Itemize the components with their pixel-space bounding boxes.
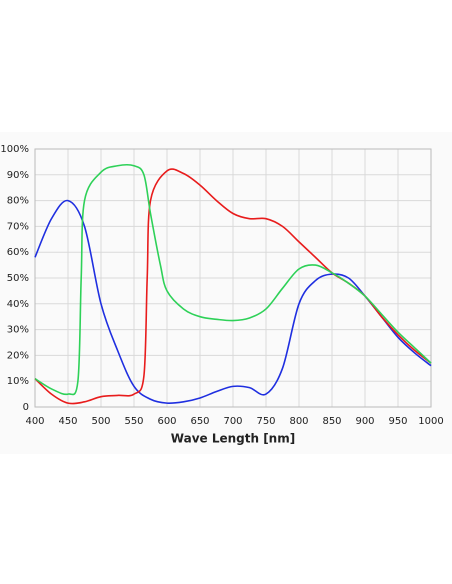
x-tick-label: 750 bbox=[256, 416, 275, 427]
y-tick-label: 60% bbox=[7, 247, 29, 258]
y-tick-label: 50% bbox=[7, 273, 29, 284]
x-tick-label: 900 bbox=[355, 416, 374, 427]
series-line bbox=[34, 164, 432, 396]
plot-border bbox=[34, 148, 432, 408]
y-tick-label: 30% bbox=[7, 325, 29, 336]
y-tick-label: 100% bbox=[0, 144, 29, 155]
x-tick-label: 950 bbox=[388, 416, 407, 427]
y-tick-label: 80% bbox=[7, 196, 29, 207]
y-tick-label: 90% bbox=[7, 170, 29, 181]
x-tick-label: 850 bbox=[322, 416, 341, 427]
y-tick-label: 10% bbox=[7, 376, 29, 387]
y-tick-label: 70% bbox=[7, 221, 29, 232]
x-tick-label: 400 bbox=[25, 416, 44, 427]
x-tick-label: 500 bbox=[91, 416, 110, 427]
x-tick-label: 700 bbox=[223, 416, 242, 427]
chart-background bbox=[0, 132, 452, 454]
x-tick-label: 1000 bbox=[418, 416, 443, 427]
x-axis-label: Wave Length [nm] bbox=[171, 432, 295, 446]
x-tick-label: 650 bbox=[190, 416, 209, 427]
y-tick-label: 20% bbox=[7, 350, 29, 361]
x-tick-label: 600 bbox=[157, 416, 176, 427]
y-tick-label: 0 bbox=[23, 402, 29, 413]
x-tick-label: 800 bbox=[289, 416, 308, 427]
x-tick-label: 550 bbox=[124, 416, 143, 427]
y-tick-label: 40% bbox=[7, 299, 29, 310]
x-tick-label: 450 bbox=[58, 416, 77, 427]
